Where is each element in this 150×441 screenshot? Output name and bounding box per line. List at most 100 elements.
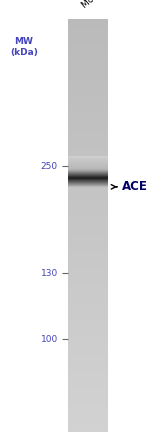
Bar (68, 184, 108, 186)
Bar (68, 245, 108, 247)
Bar (68, 415, 108, 417)
Bar (68, 71, 108, 74)
Bar (68, 277, 108, 278)
Bar (68, 283, 108, 285)
Bar (68, 77, 108, 79)
Bar (68, 117, 108, 119)
Bar (68, 164, 108, 165)
Bar (68, 186, 108, 187)
Bar (68, 264, 108, 266)
Bar (68, 257, 108, 259)
Bar (68, 159, 108, 160)
Bar (68, 75, 108, 76)
Bar (68, 238, 108, 240)
Bar (68, 22, 108, 24)
Bar (68, 336, 108, 337)
Bar (68, 271, 108, 273)
Bar (68, 195, 108, 197)
Bar (68, 403, 108, 405)
Bar (68, 235, 108, 237)
Bar (68, 99, 108, 101)
Bar (68, 109, 108, 111)
Bar (68, 319, 108, 321)
Bar (68, 358, 108, 359)
Bar (68, 428, 108, 430)
Bar (68, 334, 108, 336)
Bar (68, 61, 108, 63)
Bar (68, 67, 108, 69)
Bar (68, 107, 108, 109)
Bar (68, 145, 108, 146)
Bar (68, 171, 108, 172)
Bar (68, 384, 108, 385)
Bar (68, 241, 108, 243)
Bar (68, 290, 108, 292)
Bar (68, 54, 108, 56)
Bar (68, 52, 108, 54)
Bar (68, 34, 108, 36)
Bar (68, 168, 108, 169)
Bar (68, 172, 108, 174)
Bar (68, 364, 108, 366)
Bar (68, 330, 108, 332)
Bar (68, 410, 108, 411)
Bar (68, 369, 108, 370)
Bar (68, 162, 108, 164)
Bar (68, 253, 108, 255)
Bar (68, 171, 108, 172)
Bar (68, 351, 108, 352)
Bar (68, 294, 108, 296)
Bar (68, 318, 108, 319)
Bar (68, 135, 108, 137)
Bar (68, 166, 108, 167)
Bar (68, 349, 108, 351)
Text: MW
(kDa): MW (kDa) (10, 37, 38, 57)
Bar (68, 260, 108, 262)
Bar (68, 326, 108, 328)
Bar (68, 136, 108, 138)
Bar (68, 160, 108, 161)
Bar (68, 45, 108, 47)
Bar (68, 274, 108, 276)
Bar (68, 250, 108, 252)
Bar (68, 293, 108, 295)
Bar (68, 69, 108, 71)
Bar (68, 82, 108, 84)
Bar (68, 371, 108, 373)
Bar (68, 157, 108, 158)
Bar (68, 348, 108, 350)
Bar (68, 180, 108, 182)
Bar (68, 404, 108, 406)
Bar (68, 21, 108, 22)
Bar (68, 98, 108, 100)
Bar (68, 180, 108, 181)
Bar (68, 84, 108, 86)
Bar (68, 70, 108, 72)
Bar (68, 316, 108, 318)
Bar (68, 329, 108, 330)
Bar (68, 337, 108, 339)
Bar (68, 120, 108, 122)
Bar (68, 408, 108, 410)
Bar (68, 231, 108, 233)
Bar (68, 161, 108, 162)
Bar (68, 397, 108, 399)
Bar (68, 412, 108, 414)
Bar (68, 153, 108, 154)
Bar (68, 116, 108, 117)
Bar (68, 254, 108, 256)
Bar (68, 65, 108, 67)
Bar (68, 234, 108, 235)
Bar (68, 160, 108, 161)
Bar (68, 51, 108, 53)
Bar (68, 258, 108, 260)
Bar (68, 169, 108, 171)
Bar (68, 418, 108, 420)
Bar (68, 179, 108, 180)
Bar (68, 30, 108, 32)
Bar (68, 177, 108, 178)
Bar (68, 81, 108, 83)
Bar (68, 367, 108, 369)
Bar (68, 206, 108, 208)
Bar (68, 80, 108, 82)
